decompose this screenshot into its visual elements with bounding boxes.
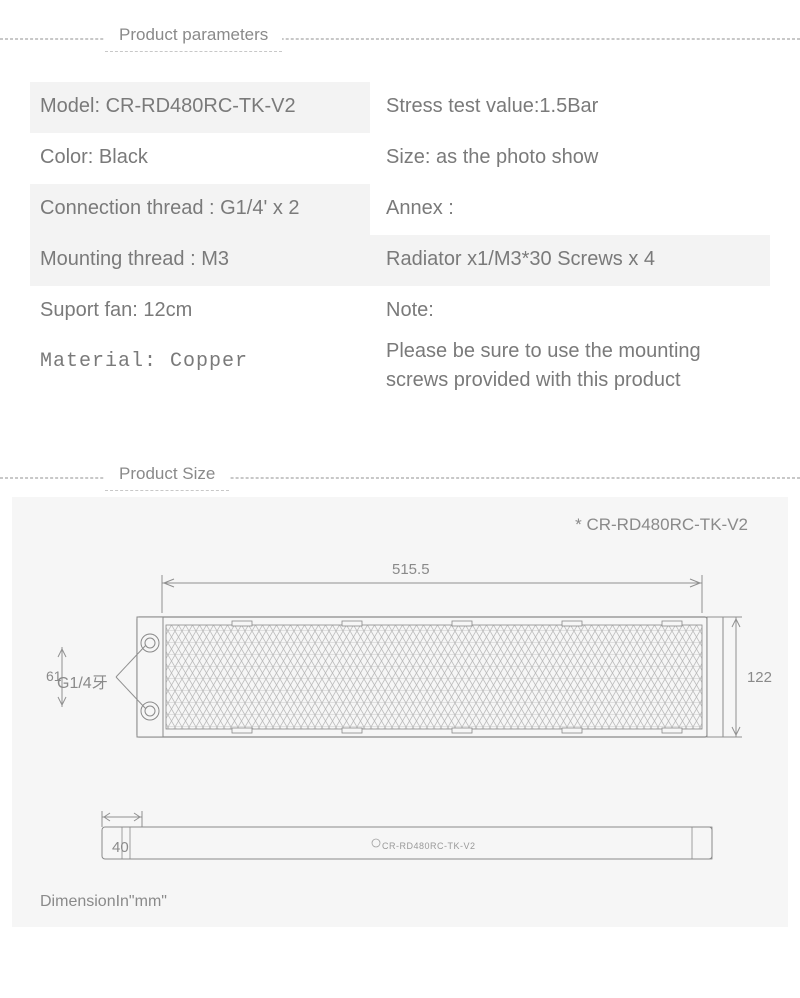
param-connection: Connection thread : G1/4' x 2	[30, 184, 370, 235]
section-header-params: Product parameters	[0, 38, 800, 40]
param-note-value: Please be sure to use the mounting screw…	[370, 337, 770, 407]
radiator-top-view: 61	[42, 547, 752, 797]
diagram-side-model: CR-RD480RC-TK-V2	[382, 841, 476, 851]
param-mounting: Mounting thread : M3	[30, 235, 370, 286]
param-material: Material: Copper	[30, 337, 370, 407]
param-annex-value: Radiator x1/M3*30 Screws x 4	[370, 235, 770, 286]
param-fan: Suport fan: 12cm	[30, 286, 370, 337]
radiator-side-view	[82, 805, 742, 875]
section-header-size: Product Size	[0, 477, 800, 479]
diagram-thread-label: G1/4牙	[57, 669, 108, 693]
param-annex-label: Annex :	[370, 184, 770, 235]
product-size-diagram: * CR-RD480RC-TK-V2	[12, 497, 788, 927]
diagram-depth-label: 40	[112, 839, 129, 856]
param-stress: Stress test value:1.5Bar	[370, 82, 770, 133]
diagram-width-label: 515.5	[392, 561, 430, 578]
diagram-model-note: * CR-RD480RC-TK-V2	[575, 515, 748, 535]
section-title-size: Product Size	[105, 460, 229, 491]
diagram-unit-label: DimensionIn"mm"	[40, 893, 167, 911]
param-color: Color: Black	[30, 133, 370, 184]
diagram-height-label: 122	[747, 669, 772, 686]
param-size: Size: as the photo show	[370, 133, 770, 184]
param-note-label: Note:	[370, 286, 770, 337]
product-parameters: Model: CR-RD480RC-TK-V2 Stress test valu…	[30, 82, 770, 407]
param-model: Model: CR-RD480RC-TK-V2	[30, 82, 370, 133]
section-title: Product parameters	[105, 21, 282, 52]
